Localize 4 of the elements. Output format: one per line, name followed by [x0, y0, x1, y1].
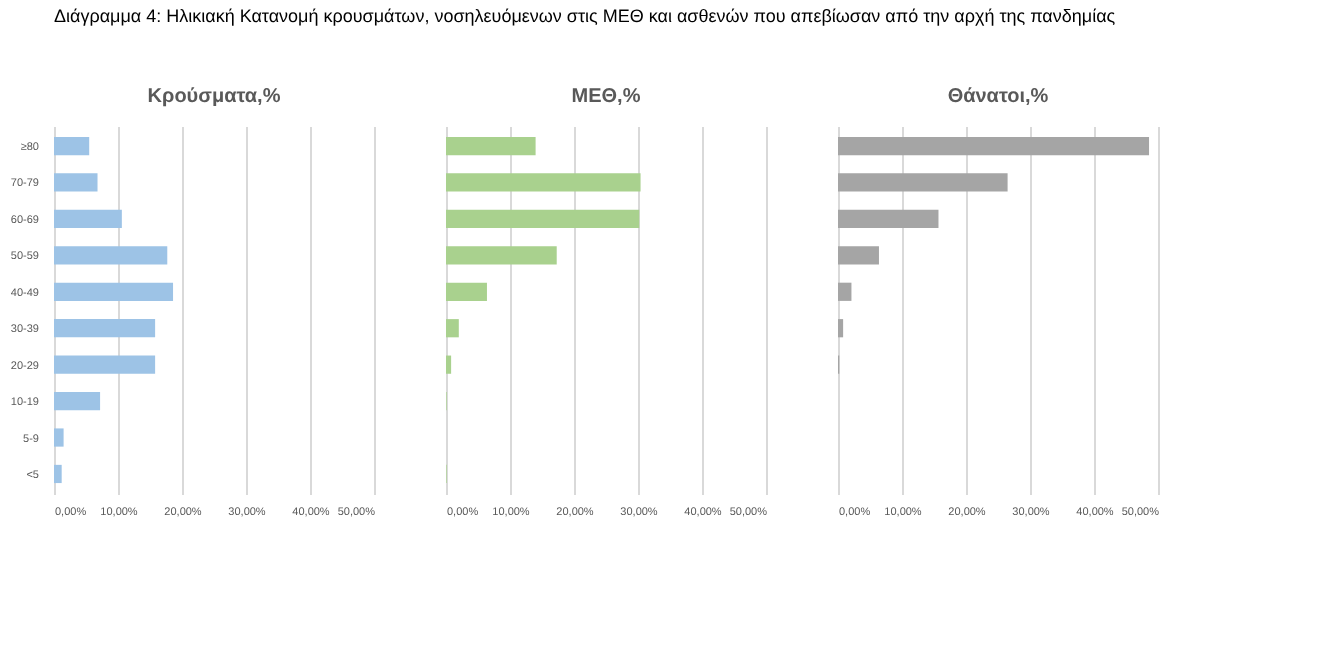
- chart-title: Κρούσματα,%: [147, 86, 281, 108]
- chart-title: Θάνατοι,%: [947, 86, 1049, 108]
- chart-title: ΜΕΘ,%: [571, 86, 641, 108]
- text: Διάγραμμα 4: Ηλικιακή Κατανομή κρουσμάτων, νοσηλευόμενων στις ΜΕΘ και ασθενών που απεβίωσαν από την αρχή της πανδημίας: [54, 6, 1117, 26]
